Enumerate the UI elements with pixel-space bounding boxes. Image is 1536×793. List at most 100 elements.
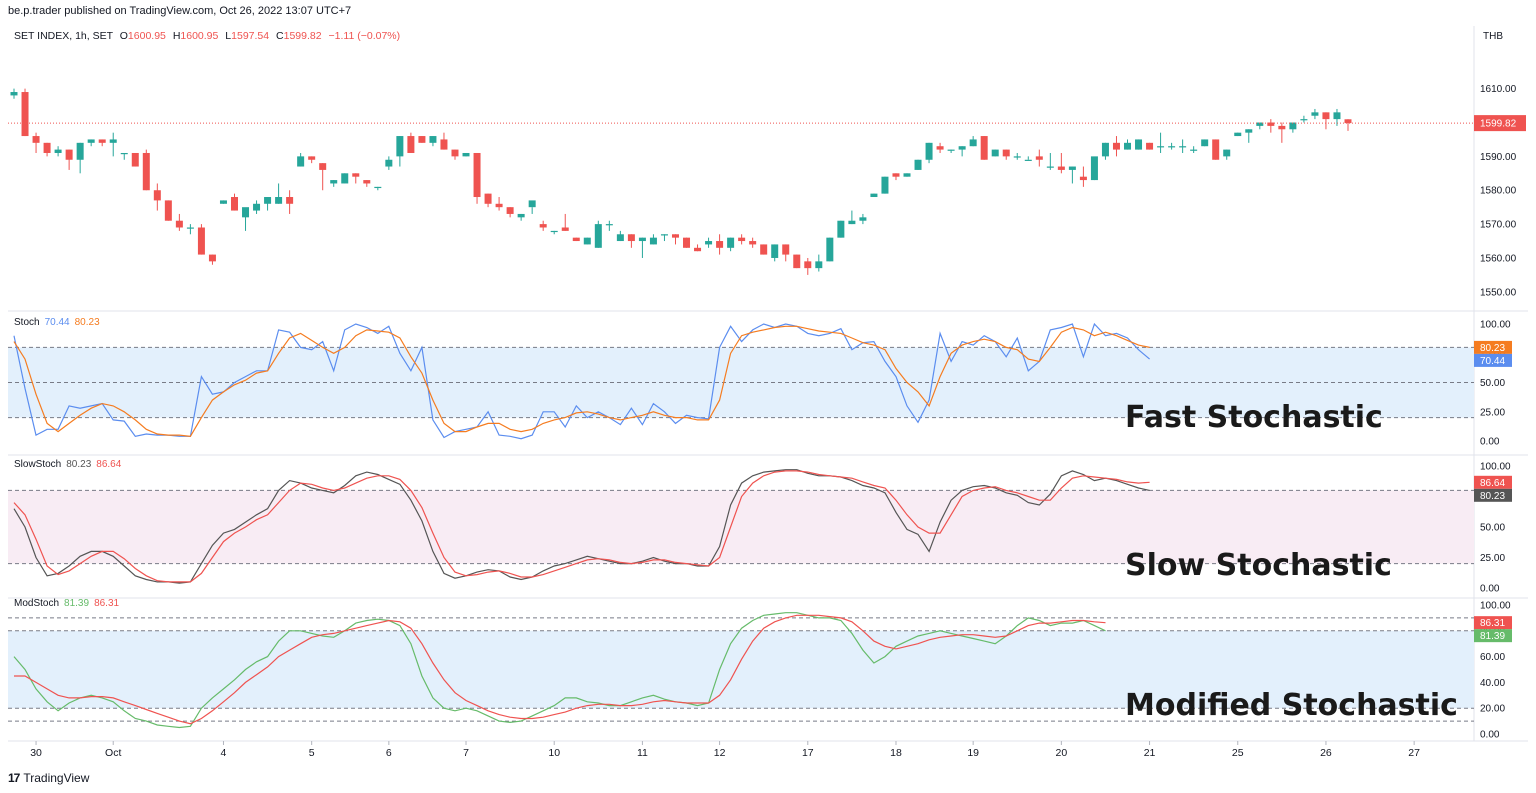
candle-body <box>286 197 294 204</box>
candle-body <box>1300 119 1308 121</box>
candle-body <box>771 244 779 258</box>
candle-body <box>197 227 205 255</box>
candle-body <box>242 207 250 218</box>
candle-body <box>1333 112 1341 120</box>
stoch-axis-tick: 60.00 <box>1480 652 1505 663</box>
candle-body <box>760 244 768 255</box>
candle-body <box>1057 166 1065 170</box>
candle-body <box>605 224 613 226</box>
candle-body <box>1322 112 1330 120</box>
candle-body <box>892 173 900 177</box>
candle-body <box>804 261 812 269</box>
candle-body <box>495 203 503 208</box>
candle-body <box>980 136 988 160</box>
candle-body <box>297 156 305 167</box>
candle-body <box>705 241 713 245</box>
candle-body <box>815 261 823 269</box>
time-axis[interactable]: 30 Oct 4 5 6 7 10 11 12 17 18 19 20 21 25 26 27 <box>30 741 1420 759</box>
fast-stoch-overlay-label: Fast Stochastic <box>1125 400 1383 435</box>
svg-text:SET INDEX, 1h, SET O1600: SET INDEX, 1h, SET O1600.95 H1600.95 L15… <box>14 30 400 42</box>
candle-body <box>506 207 514 214</box>
stoch-axis-tick: 20.00 <box>1480 704 1505 715</box>
candle-body <box>98 139 106 143</box>
tradingview-logo-icon: 17 <box>8 771 20 785</box>
candle-body <box>451 149 459 157</box>
candle-body <box>1146 142 1154 150</box>
candle-body <box>1234 132 1242 137</box>
time-axis-tick: 30 <box>30 747 42 759</box>
stoch-axis-tick: 40.00 <box>1480 678 1505 689</box>
candle-body <box>572 237 580 242</box>
candle-body <box>727 237 735 248</box>
candle-body <box>539 224 547 228</box>
stoch-axis-tick: 0.00 <box>1480 437 1500 448</box>
candle-body <box>1179 146 1187 148</box>
candle-body <box>1278 125 1286 130</box>
candle-body <box>1068 166 1076 170</box>
stoch-series-line <box>13 612 1106 729</box>
stoch-value-badge <box>1474 629 1512 643</box>
stoch-axis-tick: 100.00 <box>1480 320 1511 331</box>
candle-body <box>969 139 977 147</box>
stoch-series-line <box>14 614 1106 725</box>
stoch-value-badge-text: 86.31 <box>1480 618 1505 629</box>
candle-body <box>219 200 227 204</box>
candle-body <box>175 220 183 228</box>
stoch-legend-value: 86.64 <box>96 459 121 470</box>
stoch-value-badge <box>1474 475 1512 489</box>
time-axis-tick: 11 <box>637 747 648 759</box>
candle-body <box>120 152 128 155</box>
candle-body <box>638 237 646 242</box>
candle-body <box>230 197 238 211</box>
candle-body <box>517 213 525 218</box>
stoch-legend-name: ModStoch <box>14 598 59 609</box>
candle-body <box>1223 149 1231 157</box>
candle-body <box>1035 156 1043 160</box>
stoch-value-badge <box>1474 353 1512 367</box>
price-pane[interactable]: 1610.001600.001590.001580.001570.001560.… <box>8 84 1526 298</box>
stoch-value-badge <box>1474 340 1512 354</box>
candle-body <box>462 152 470 157</box>
candle-body <box>947 149 955 151</box>
candle-body <box>881 176 889 194</box>
candle-body <box>1013 156 1021 158</box>
low-value: 1597.54 <box>231 30 269 42</box>
time-axis-tick: Oct <box>105 747 121 759</box>
tradingview-brand[interactable]: 17 TradingView <box>8 771 89 785</box>
candle-body <box>1168 146 1176 148</box>
price-axis-tick: 1580.00 <box>1480 186 1517 197</box>
symbol-title: SET INDEX, 1h, SET <box>14 30 114 42</box>
candle-body <box>958 146 966 150</box>
candle-body <box>319 163 327 170</box>
slow-stoch-pane[interactable]: 100.0075.0050.0025.000.00SlowStoch80.238… <box>8 459 1512 595</box>
brand-text: TradingView <box>23 771 90 785</box>
candle-body <box>131 152 139 167</box>
price-axis-tick: 1560.00 <box>1480 253 1517 264</box>
stoch-axis-tick: 0.00 <box>1480 584 1500 595</box>
candle-body <box>1344 119 1352 124</box>
candle-body <box>793 254 801 269</box>
time-axis-tick: 6 <box>386 747 392 759</box>
candle-body <box>616 234 624 242</box>
candle-body <box>109 139 117 143</box>
candle-body <box>253 203 261 211</box>
stoch-value-badge <box>1474 616 1512 630</box>
fast-stoch-pane[interactable]: 100.0075.0050.0025.000.00Stoch70.4480.23… <box>8 317 1512 448</box>
candle-body <box>385 159 393 167</box>
candle-body <box>627 234 635 242</box>
candle-body <box>1124 142 1132 150</box>
candle-body <box>208 254 216 262</box>
candle-body <box>859 217 867 221</box>
open-value: 1600.95 <box>128 30 166 42</box>
last-price-value: 1599.82 <box>1480 119 1517 130</box>
candle-body <box>396 136 404 157</box>
time-axis-tick: 10 <box>548 747 560 759</box>
stoch-legend-name: SlowStoch <box>14 459 61 470</box>
time-axis-tick: 18 <box>890 747 902 759</box>
mod-stoch-pane[interactable]: 100.0080.0060.0040.0020.000.00ModStoch81… <box>8 598 1512 741</box>
candle-body <box>528 200 536 208</box>
stoch-axis-tick: 100.00 <box>1480 462 1511 473</box>
stoch-legend-value: 80.23 <box>75 317 100 328</box>
stoch-series-line <box>13 469 1150 584</box>
